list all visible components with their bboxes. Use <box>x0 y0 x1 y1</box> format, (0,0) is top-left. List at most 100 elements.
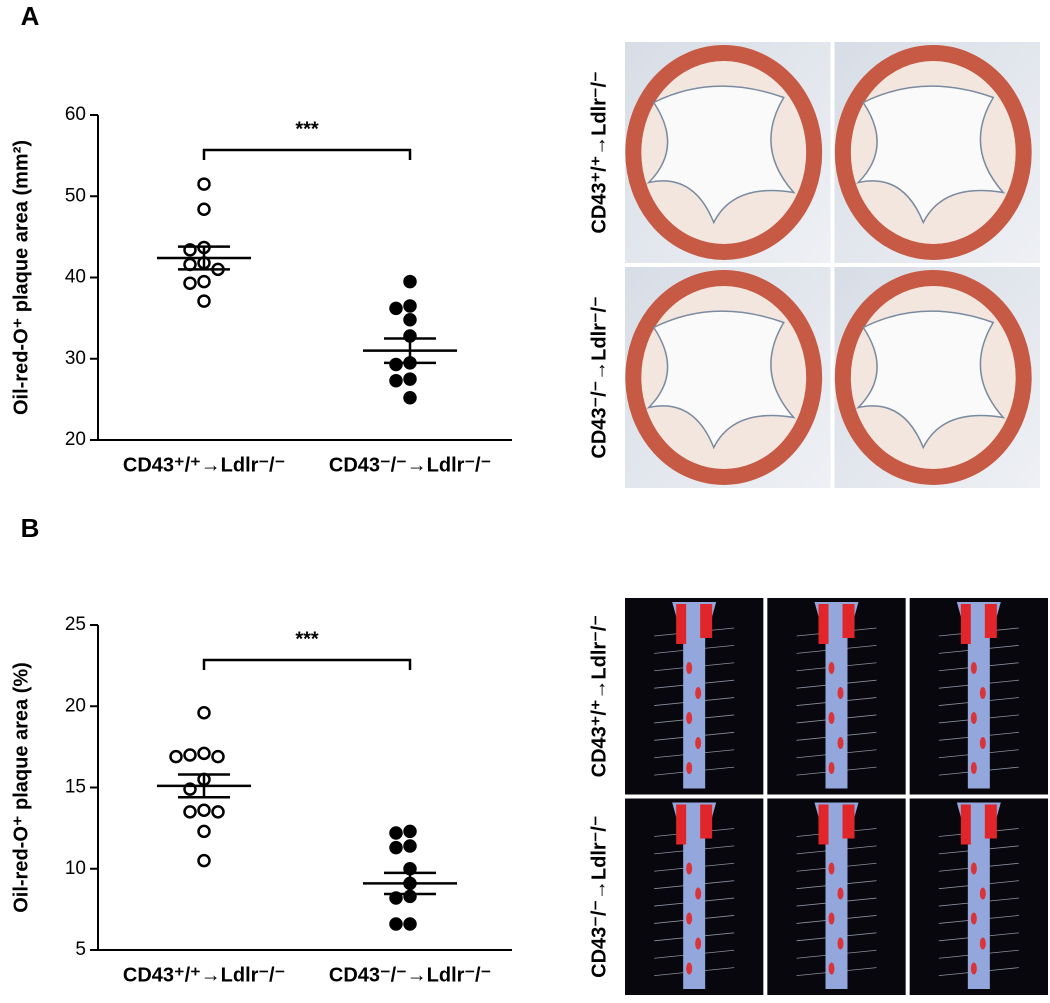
lesion <box>818 804 829 845</box>
data-point <box>403 299 417 313</box>
data-point <box>197 294 211 308</box>
lumen <box>855 85 1006 225</box>
image-row-label: CD43⁻/⁻→Ldlr⁻/⁻ <box>588 296 610 458</box>
x-tick-label: CD43⁺/⁺→Ldlr⁻/⁻ <box>123 454 285 476</box>
data-point <box>389 840 403 855</box>
y-tick-label: 15 <box>65 777 86 798</box>
significance-bracket <box>202 148 412 160</box>
x-tick-label: CD43⁺/⁺→Ldlr⁻/⁻ <box>123 964 285 986</box>
data-point <box>183 748 197 762</box>
lesion <box>842 604 855 638</box>
y-tick-label: 20 <box>65 695 86 716</box>
lesion <box>695 687 702 699</box>
lesion <box>695 937 702 950</box>
lesion <box>970 762 977 774</box>
data-point <box>197 274 211 289</box>
data-point <box>169 749 183 764</box>
data-point <box>389 917 403 931</box>
lesion <box>979 937 986 950</box>
data-point <box>197 177 211 191</box>
lesion <box>695 887 702 900</box>
data-point <box>197 824 211 839</box>
data-point <box>403 824 417 839</box>
data-point <box>183 276 197 290</box>
y-tick-label: 40 <box>65 267 86 288</box>
lesion <box>842 804 855 839</box>
lumen <box>646 310 796 450</box>
lesion <box>686 962 693 975</box>
data-point <box>389 373 403 388</box>
lesion <box>818 604 829 644</box>
y-axis-title: Oil-red-O⁺ plaque area (%) <box>10 662 32 913</box>
image-row-label: CD43⁻/⁻→Ldlr⁻/⁻ <box>588 816 610 978</box>
lesion <box>970 862 977 875</box>
y-tick-label: 5 <box>75 939 86 960</box>
lesion <box>979 737 986 749</box>
x-tick-label: CD43⁻/⁻→Ldlr⁻/⁻ <box>329 964 491 986</box>
lesion <box>695 737 702 749</box>
significance-bracket <box>202 658 412 670</box>
lesion <box>700 604 713 638</box>
lesion <box>676 604 687 644</box>
lesion <box>686 712 693 724</box>
lesion <box>828 912 835 925</box>
data-point <box>197 853 211 868</box>
lesion <box>837 687 844 699</box>
image-row-label: CD43⁺/⁺→Ldlr⁻/⁻ <box>588 615 610 777</box>
data-point <box>183 805 197 819</box>
data-point <box>389 357 403 372</box>
data-point <box>211 805 225 819</box>
image-row-label: CD43⁺/⁺→Ldlr⁻/⁻ <box>588 71 610 233</box>
data-point <box>211 749 225 764</box>
lesion <box>676 804 687 845</box>
lesion <box>984 604 997 638</box>
significance-label: *** <box>295 628 319 650</box>
lumen <box>646 85 796 225</box>
lesion <box>837 937 844 950</box>
data-point <box>389 891 403 905</box>
data-point <box>403 372 417 386</box>
y-tick-label: 60 <box>65 104 86 125</box>
lesion <box>828 762 835 774</box>
lesion <box>686 762 693 774</box>
y-tick-label: 50 <box>65 185 86 206</box>
lesion <box>686 912 693 925</box>
lesion <box>984 804 997 839</box>
data-point <box>403 274 417 289</box>
lesion <box>979 687 986 699</box>
x-tick-label: CD43⁻/⁻→Ldlr⁻/⁻ <box>329 454 491 476</box>
y-axis-title: Oil-red-O⁺ plaque area (mm²) <box>10 140 32 415</box>
data-point <box>403 917 417 931</box>
lesion <box>828 712 835 724</box>
lesion <box>828 662 835 674</box>
data-point <box>389 301 403 316</box>
lesion <box>979 887 986 900</box>
lesion <box>837 737 844 749</box>
lesion <box>828 862 835 875</box>
lesion <box>970 912 977 925</box>
y-tick-label: 10 <box>65 858 86 879</box>
lesion <box>970 662 977 674</box>
data-point <box>197 803 211 817</box>
data-point <box>197 706 211 720</box>
lesion <box>686 862 693 875</box>
lesion <box>960 604 971 644</box>
lumen <box>855 310 1006 450</box>
lesion <box>970 712 977 724</box>
panel-label: A <box>21 1 40 31</box>
lesion <box>970 962 977 975</box>
lesion <box>960 804 971 845</box>
y-tick-label: 25 <box>65 614 86 635</box>
lesion <box>837 887 844 900</box>
data-point <box>403 391 417 405</box>
data-point <box>389 826 403 840</box>
y-tick-label: 30 <box>65 348 86 369</box>
data-point <box>197 746 211 761</box>
data-point <box>197 202 211 216</box>
data-point <box>403 839 417 853</box>
panel-label: B <box>21 513 40 543</box>
lesion <box>686 662 693 674</box>
data-point <box>403 313 417 327</box>
lesion <box>828 962 835 975</box>
